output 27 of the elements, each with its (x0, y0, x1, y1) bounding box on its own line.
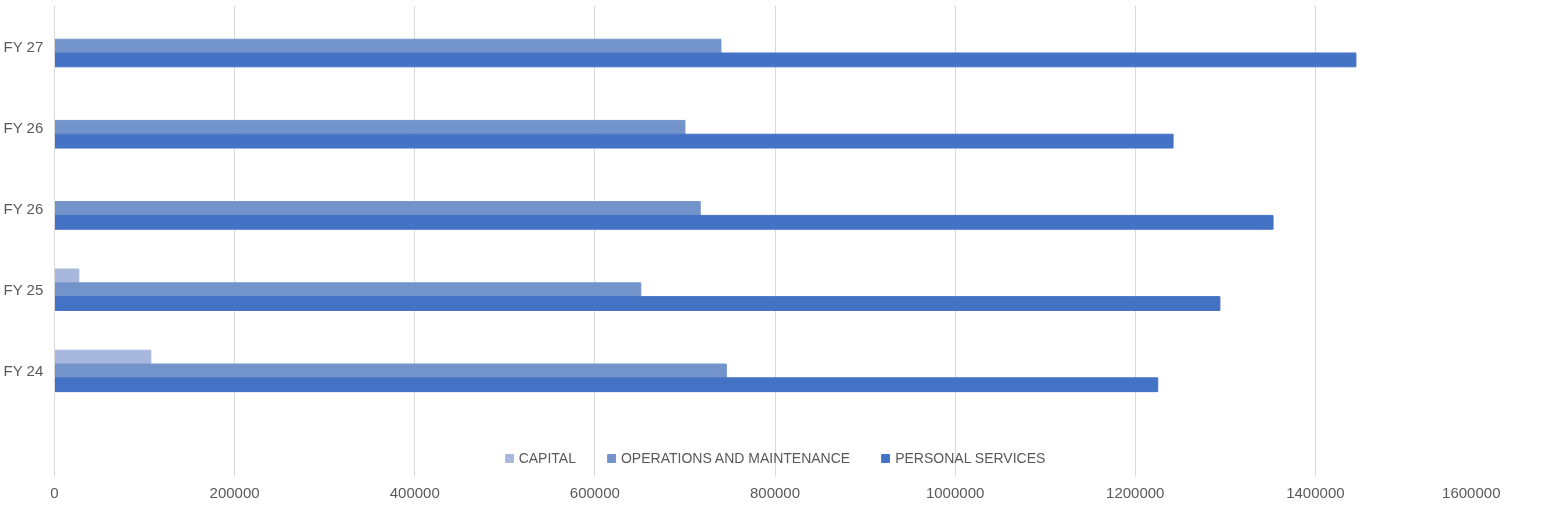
x-tick-label: 1400000 (1286, 483, 1345, 501)
y-tick-label: FY 26 (3, 200, 44, 218)
bar (54, 377, 1159, 393)
x-tick-label: 800000 (749, 483, 801, 501)
x-tick-label: 200000 (209, 483, 260, 501)
x-tick-label: 1200000 (1106, 483, 1165, 501)
bar (54, 52, 1357, 68)
y-tick-label: FY 24 (3, 362, 44, 380)
bar (54, 363, 727, 379)
bar (54, 214, 1274, 230)
legend-label: PERSONAL SERVICES (895, 450, 1046, 466)
legend-label: OPERATIONS AND MAINTENANCE (620, 450, 851, 466)
x-tick-label: 400000 (389, 483, 440, 501)
x-tick-label: 0 (50, 483, 59, 501)
legend-label: CAPITAL (518, 450, 576, 466)
y-tick-label: FY 25 (3, 281, 44, 299)
bar (54, 296, 1221, 311)
bar (54, 133, 1174, 149)
bar (54, 282, 642, 298)
bar (54, 119, 686, 135)
x-tick-label: 1600000 (1442, 483, 1501, 501)
y-tick-label: FY 27 (3, 37, 44, 55)
bar (54, 268, 80, 284)
y-tick-label: FY 26 (3, 118, 44, 136)
bar (54, 201, 701, 216)
x-tick-label: 1000000 (925, 483, 985, 501)
x-tick-label: 600000 (569, 483, 620, 501)
